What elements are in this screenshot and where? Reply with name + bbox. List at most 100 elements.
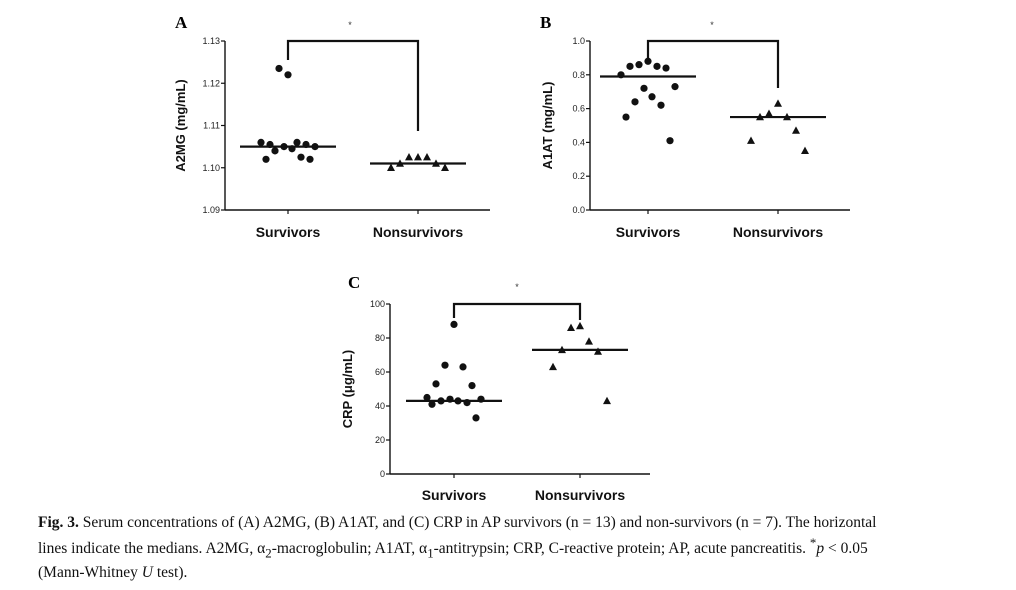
caption-line-3: (Mann-Whitney U test).: [38, 563, 988, 583]
figure-caption: Fig. 3. Serum concentrations of (A) A2MG…: [38, 513, 988, 583]
caption-sub-2: 2: [265, 545, 272, 561]
y-tick-label-c: 100: [370, 299, 385, 309]
panel-b: B 0.0 0.2 0.4 0.6 0.8 1.0 Survivors Nonsurvivors…: [540, 13, 850, 240]
data-point-b: [622, 113, 630, 121]
data-point-b: [666, 137, 674, 145]
y-tick-label-b: 0.8: [572, 70, 585, 80]
y-tick-label-b: 0.2: [572, 171, 585, 181]
data-point-b: [644, 57, 652, 65]
y-tick-label-b: 0.6: [572, 104, 585, 114]
caption-text-1: Serum concentrations of (A) A2MG, (B) A1…: [78, 514, 877, 531]
caption-text-2d: < 0.05: [824, 540, 868, 558]
data-point-c: [459, 363, 467, 371]
data-point-c: [432, 380, 440, 388]
data-point-a: [284, 71, 292, 79]
y-tick-label-b: 0.4: [572, 137, 585, 147]
data-point-c: [472, 414, 480, 422]
data-point-c: [576, 321, 584, 330]
x-tick-label-c: Survivors: [422, 487, 487, 500]
data-point-a: [441, 163, 449, 171]
y-tick-label-c: 80: [375, 333, 385, 343]
data-point-b: [765, 109, 773, 117]
data-point-b: [640, 84, 648, 92]
data-point-b: [626, 62, 634, 70]
panel-letter-c: C: [348, 273, 360, 292]
caption-label: Fig. 3.: [38, 514, 79, 531]
caption-p: p: [816, 540, 825, 558]
data-point-b: [671, 83, 679, 91]
data-point-c: [468, 382, 476, 390]
x-tick-label-b: Survivors: [616, 224, 681, 240]
panel-c: C 0 20 40 60 80 100 Survivors Nonsurvivors CRP (μ…: [340, 273, 650, 500]
x-tick-label-a: Nonsurvivors: [373, 224, 463, 240]
caption-text-3a: (Mann-Whitney: [38, 564, 142, 582]
panel-a: A 1.09 1.10 1.11 1.12 1.13 Survivors Nonsurvivo…: [173, 13, 490, 240]
y-tick-label-c: 0: [380, 469, 385, 479]
data-point-c: [423, 393, 431, 402]
data-point-a: [405, 152, 413, 161]
data-point-c: [585, 337, 593, 345]
caption-u: U: [141, 564, 153, 582]
data-point-a: [297, 153, 305, 161]
significance-bracket-b: [646, 39, 780, 88]
y-tick-label-a: 1.09: [202, 205, 220, 215]
data-point-b: [648, 93, 656, 101]
significance-bracket-c: [452, 302, 582, 320]
significance-mark-c: *: [515, 282, 519, 292]
data-point-a: [306, 155, 314, 163]
caption-sub-1: 1: [427, 545, 434, 561]
data-point-b: [635, 61, 643, 69]
y-tick-label-a: 1.10: [202, 163, 220, 173]
data-point-a: [293, 138, 301, 146]
y-tick-label-c: 40: [375, 401, 385, 411]
data-point-c: [441, 361, 449, 369]
y-tick-label-b: 0.0: [572, 205, 585, 215]
panel-letter-a: A: [175, 13, 188, 32]
caption-line-1: Fig. 3. Serum concentrations of (A) A2MG…: [38, 513, 988, 533]
significance-mark-a: *: [348, 20, 352, 30]
y-tick-label-b: 1.0: [572, 36, 585, 46]
figure-3: A 1.09 1.10 1.11 1.12 1.13 Survivors Nonsurvivo…: [173, 13, 850, 500]
caption-text-2b: -macroglobulin; A1AT, α: [271, 540, 428, 558]
data-point-b: [631, 98, 639, 106]
data-point-a: [387, 163, 395, 171]
y-tick-label-c: 20: [375, 435, 385, 445]
data-point-a: [275, 64, 283, 73]
data-point-b: [657, 101, 665, 109]
data-point-c: [567, 323, 575, 331]
caption-text-3b: test).: [152, 564, 188, 582]
caption-line-2: lines indicate the medians. A2MG, α2-mac…: [38, 533, 988, 563]
data-point-a: [414, 152, 422, 161]
data-point-a: [271, 147, 279, 155]
significance-mark-b: *: [710, 20, 714, 30]
data-point-c: [603, 396, 611, 405]
data-point-b: [792, 126, 800, 134]
data-point-a: [262, 155, 270, 163]
data-point-b: [774, 99, 782, 107]
data-point-c: [594, 347, 602, 355]
caption-star: *: [809, 535, 817, 550]
y-axis-label-b: A1AT (mg/mL): [540, 82, 555, 170]
significance-bracket-a: [286, 39, 420, 131]
data-point-c: [450, 320, 458, 328]
data-point-a: [423, 152, 431, 161]
data-point-b: [801, 146, 809, 155]
data-point-c: [428, 400, 436, 408]
data-point-b: [662, 64, 670, 72]
caption-text-2a: lines indicate the medians. A2MG, α: [38, 540, 266, 558]
y-axis-label-c: CRP (μg/mL): [340, 350, 355, 429]
panel-letter-b: B: [540, 13, 551, 32]
x-tick-label-b: Nonsurvivors: [733, 224, 823, 240]
y-tick-label-a: 1.12: [202, 78, 220, 88]
x-tick-label-a: Survivors: [256, 224, 321, 240]
data-point-b: [747, 136, 755, 144]
y-tick-label-a: 1.11: [203, 121, 220, 131]
data-point-b: [653, 62, 661, 70]
y-tick-label-a: 1.13: [202, 36, 220, 46]
y-axis-label-a: A2MG (mg/mL): [173, 79, 188, 171]
y-tick-label-c: 60: [375, 367, 385, 377]
data-point-a: [257, 138, 265, 146]
x-tick-label-c: Nonsurvivors: [535, 487, 625, 500]
caption-text-2c: -antitrypsin; CRP, C-reactive protein; A…: [433, 540, 810, 558]
data-point-c: [549, 362, 557, 371]
